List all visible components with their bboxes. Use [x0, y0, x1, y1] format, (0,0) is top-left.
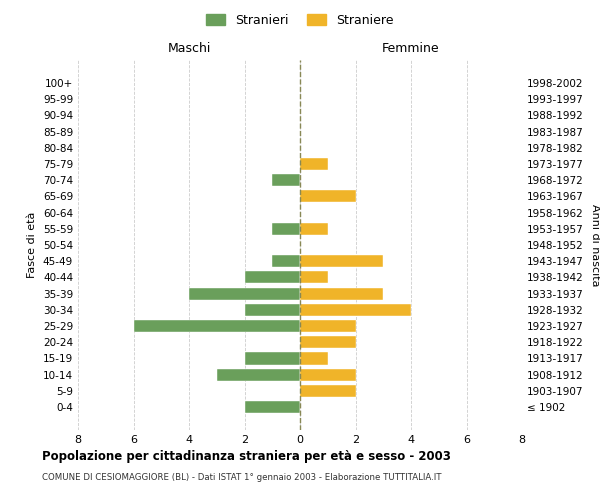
Bar	[300, 352, 328, 364]
Legend: Stranieri, Straniere: Stranieri, Straniere	[202, 8, 398, 32]
Y-axis label: Anni di nascita: Anni di nascita	[590, 204, 600, 286]
Bar	[300, 272, 328, 283]
Bar	[300, 385, 355, 397]
Bar	[133, 320, 300, 332]
Bar	[300, 368, 355, 381]
Bar	[300, 336, 355, 348]
Bar	[245, 304, 300, 316]
Bar	[272, 255, 300, 268]
Bar	[300, 288, 383, 300]
Text: Popolazione per cittadinanza straniera per età e sesso - 2003: Popolazione per cittadinanza straniera p…	[42, 450, 451, 463]
Bar	[300, 255, 383, 268]
Bar	[245, 352, 300, 364]
Bar	[300, 190, 355, 202]
Bar	[272, 174, 300, 186]
Bar	[300, 222, 328, 235]
Text: COMUNE DI CESIOMAGGIORE (BL) - Dati ISTAT 1° gennaio 2003 - Elaborazione TUTTITA: COMUNE DI CESIOMAGGIORE (BL) - Dati ISTA…	[42, 472, 442, 482]
Bar	[245, 401, 300, 413]
Bar	[300, 158, 328, 170]
Y-axis label: Fasce di età: Fasce di età	[28, 212, 37, 278]
Bar	[272, 222, 300, 235]
Bar	[300, 320, 355, 332]
Bar	[217, 368, 300, 381]
Bar	[300, 304, 411, 316]
Bar	[189, 288, 300, 300]
Bar	[245, 272, 300, 283]
